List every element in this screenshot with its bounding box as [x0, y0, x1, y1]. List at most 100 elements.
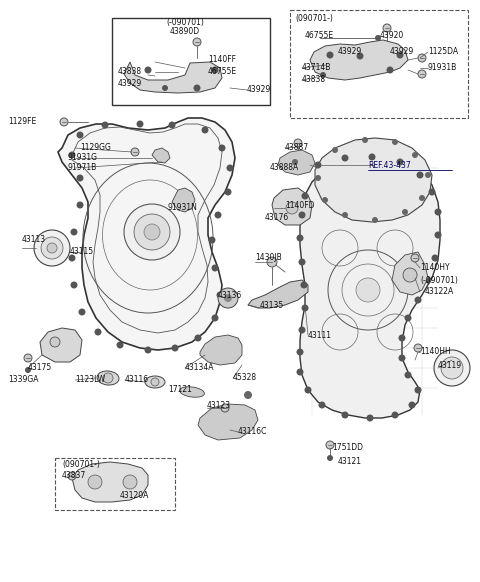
Text: 91931B: 91931B — [428, 63, 457, 73]
Circle shape — [24, 354, 32, 362]
Circle shape — [50, 337, 60, 347]
Circle shape — [292, 159, 298, 165]
Circle shape — [419, 195, 425, 201]
Circle shape — [429, 189, 435, 196]
Circle shape — [34, 230, 70, 266]
Circle shape — [244, 391, 252, 399]
Circle shape — [171, 345, 179, 352]
Circle shape — [392, 411, 398, 418]
Circle shape — [225, 189, 231, 196]
Circle shape — [342, 212, 348, 218]
Circle shape — [357, 52, 363, 59]
Circle shape — [144, 66, 152, 73]
Text: (-090701): (-090701) — [166, 17, 204, 27]
Bar — [55, 458, 175, 510]
Circle shape — [294, 139, 302, 147]
Text: 43119: 43119 — [438, 360, 462, 370]
Text: 45328: 45328 — [233, 374, 257, 382]
Circle shape — [286, 202, 298, 214]
Text: 43123: 43123 — [207, 400, 231, 410]
Circle shape — [417, 172, 423, 179]
Polygon shape — [278, 150, 315, 175]
Circle shape — [441, 357, 463, 379]
Circle shape — [315, 175, 321, 181]
Circle shape — [367, 414, 373, 421]
Text: 43116C: 43116C — [238, 428, 267, 436]
Circle shape — [88, 475, 102, 489]
Text: 43121: 43121 — [338, 457, 362, 467]
Text: 1123LW: 1123LW — [75, 375, 105, 385]
Circle shape — [322, 197, 328, 203]
Circle shape — [215, 211, 221, 218]
Circle shape — [131, 148, 139, 156]
Circle shape — [193, 38, 201, 46]
Circle shape — [193, 84, 201, 91]
Text: 1129GG: 1129GG — [80, 144, 111, 152]
Circle shape — [405, 371, 411, 378]
Circle shape — [103, 373, 113, 383]
Circle shape — [432, 254, 439, 261]
Text: REF.43-437: REF.43-437 — [368, 161, 411, 169]
Circle shape — [434, 232, 442, 239]
Circle shape — [326, 441, 334, 449]
Text: 43175: 43175 — [28, 364, 52, 372]
Circle shape — [408, 402, 416, 409]
Circle shape — [341, 154, 348, 161]
Text: 43929: 43929 — [390, 48, 414, 56]
Text: (-090701): (-090701) — [420, 275, 458, 285]
Circle shape — [396, 51, 404, 59]
Polygon shape — [272, 188, 312, 225]
Ellipse shape — [180, 387, 204, 398]
Circle shape — [227, 165, 233, 172]
Text: 43111: 43111 — [308, 331, 332, 339]
Polygon shape — [124, 62, 222, 93]
Polygon shape — [172, 188, 195, 212]
Circle shape — [301, 304, 309, 311]
Circle shape — [101, 122, 108, 129]
Text: (090701-): (090701-) — [62, 460, 100, 470]
Text: 43115: 43115 — [70, 247, 94, 257]
Circle shape — [372, 217, 378, 223]
Text: 43714B: 43714B — [302, 63, 331, 73]
Circle shape — [319, 402, 325, 409]
Circle shape — [79, 308, 85, 315]
Circle shape — [299, 211, 305, 218]
Circle shape — [375, 35, 381, 41]
Circle shape — [341, 411, 348, 418]
Circle shape — [212, 66, 218, 73]
Text: 1140FF: 1140FF — [208, 55, 236, 65]
Circle shape — [402, 209, 408, 215]
Circle shape — [47, 243, 57, 253]
Text: 1140HH: 1140HH — [420, 347, 451, 357]
Polygon shape — [300, 156, 440, 418]
Circle shape — [216, 292, 224, 299]
Text: 43837: 43837 — [62, 471, 86, 481]
Circle shape — [403, 268, 417, 282]
Circle shape — [267, 257, 277, 267]
Circle shape — [299, 327, 305, 333]
Circle shape — [301, 193, 309, 200]
Text: 46755E: 46755E — [208, 68, 237, 76]
Circle shape — [221, 404, 229, 412]
Text: 43134A: 43134A — [185, 364, 215, 372]
Text: 43120A: 43120A — [120, 491, 149, 499]
Circle shape — [60, 118, 68, 126]
Text: 43838: 43838 — [302, 76, 326, 84]
Circle shape — [396, 158, 404, 165]
Circle shape — [356, 278, 380, 302]
Circle shape — [71, 229, 77, 236]
Circle shape — [392, 139, 398, 145]
Circle shape — [434, 208, 442, 215]
Circle shape — [168, 122, 176, 129]
Circle shape — [68, 472, 76, 480]
Circle shape — [299, 258, 305, 265]
Ellipse shape — [97, 371, 119, 385]
Circle shape — [415, 296, 421, 303]
Circle shape — [194, 335, 202, 342]
Circle shape — [202, 126, 208, 133]
Text: 43929: 43929 — [118, 79, 142, 87]
Circle shape — [144, 224, 160, 240]
Circle shape — [95, 328, 101, 335]
Circle shape — [41, 237, 63, 259]
Circle shape — [418, 70, 426, 78]
